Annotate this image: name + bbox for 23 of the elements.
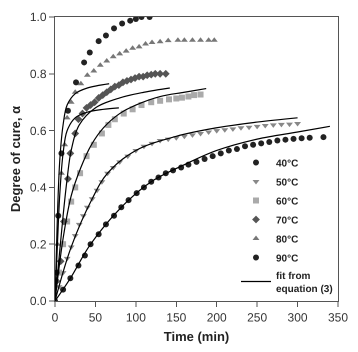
x-tick-label: 200	[206, 310, 228, 324]
legend-label: 80°C	[276, 234, 298, 246]
legend-label: 40°C	[276, 158, 298, 170]
y-tick-label: 0.8	[30, 67, 47, 81]
y-tick-label: 1.0	[30, 10, 47, 24]
y-tick-label: 0.4	[30, 180, 47, 195]
x-tick-label: 50	[88, 310, 102, 324]
x-tick-label: 350	[328, 310, 348, 324]
x-tick-label: 0	[52, 310, 59, 324]
legend-label: 90°C	[276, 253, 298, 264]
legend-label: 50°C	[276, 177, 298, 188]
y-tick-label: 0.0	[30, 294, 47, 308]
x-tick-label: 150	[166, 310, 187, 324]
legend-label: 70°C	[276, 215, 298, 226]
x-tick-label: 100	[126, 310, 146, 324]
y-tick-label: 0.2	[30, 237, 47, 252]
legend-label: 60°C	[276, 196, 298, 208]
x-tick-label: 250	[247, 310, 268, 324]
x-tick-label: 300	[288, 310, 308, 324]
y-axis-title: Degree of cure, α	[8, 106, 23, 212]
legend-label: fit from equation (3)	[276, 270, 333, 295]
y-tick-label: 0.6	[30, 124, 47, 138]
x-axis-title: Time (min)	[164, 329, 230, 344]
